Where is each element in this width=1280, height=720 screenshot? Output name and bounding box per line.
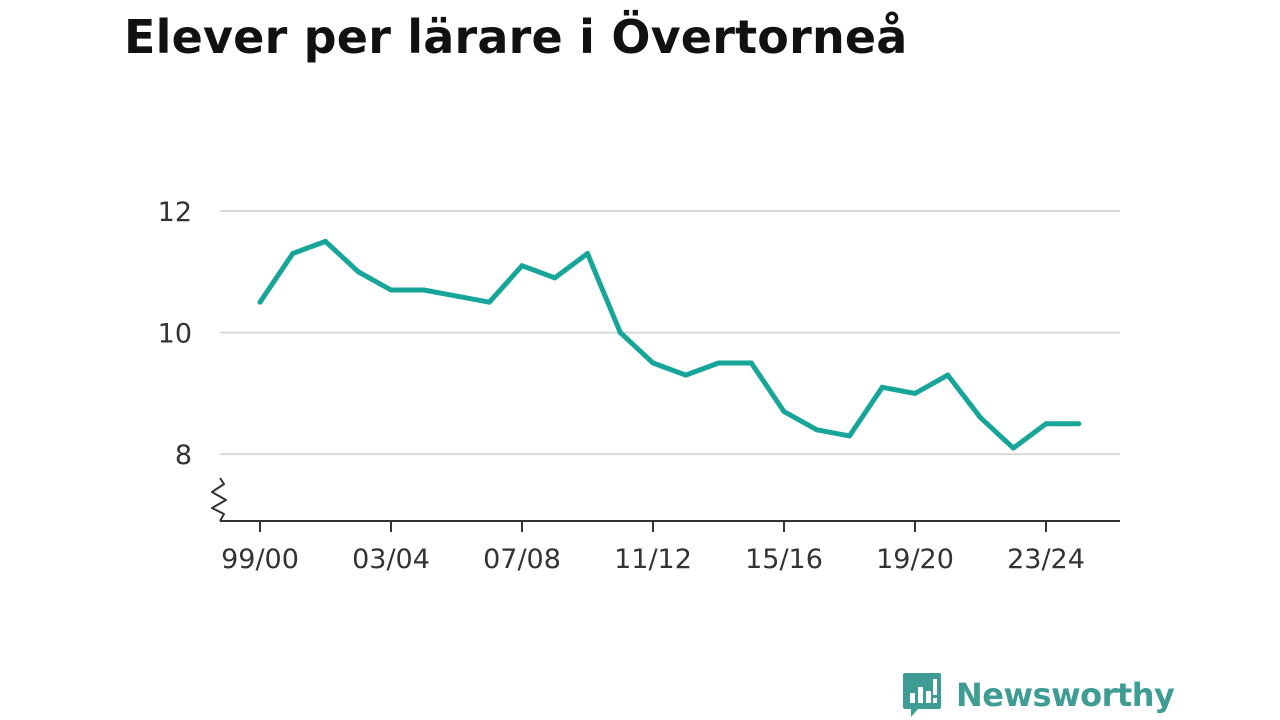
data-point (1010, 445, 1016, 451)
data-point (945, 372, 951, 378)
y-tick-label: 8 (175, 440, 192, 471)
x-tick-label: 03/04 (352, 544, 430, 575)
chart-title: Elever per lärare i Övertorneå (124, 10, 908, 64)
y-axis-labels: 8 10 12 (158, 197, 192, 471)
data-point (454, 293, 459, 299)
data-point (683, 372, 689, 378)
x-tick-label: 15/16 (745, 544, 823, 575)
data-point (814, 427, 820, 433)
data-point (748, 360, 754, 366)
brand-name: Newsworthy (956, 676, 1175, 714)
series-line-0 (257, 238, 1079, 451)
axis-break-icon (211, 477, 227, 522)
data-point (388, 287, 394, 293)
data-point (486, 299, 492, 305)
data-point (1076, 421, 1082, 427)
y-tick-label: 10 (158, 319, 192, 350)
x-tick-label: 23/24 (1007, 544, 1085, 575)
data-point (879, 384, 885, 390)
data-point (912, 390, 918, 396)
data-point (650, 360, 656, 366)
x-tick-label: 11/12 (614, 544, 692, 575)
x-tick-label: 07/08 (483, 544, 561, 575)
data-point (716, 360, 721, 366)
data-point (355, 269, 361, 275)
data-point (257, 299, 263, 305)
x-axis-labels: 99/00 03/04 07/08 11/12 15/16 19/20 23/24 (221, 544, 1085, 575)
data-point (847, 433, 852, 439)
data-point (978, 415, 983, 421)
data-point (552, 275, 558, 281)
x-tick-label: 99/00 (221, 544, 299, 575)
data-point (1043, 421, 1049, 427)
data-point (585, 251, 590, 257)
data-point (617, 330, 623, 336)
series-layer (257, 238, 1082, 451)
data-point (290, 251, 296, 257)
x-axis (211, 477, 1120, 532)
data-point (323, 238, 328, 244)
y-tick-label: 12 (158, 197, 192, 228)
bar-chart-speech-bubble-icon (903, 673, 941, 717)
grid-lines (220, 210, 1120, 456)
data-point (781, 409, 787, 415)
x-tick-label: 19/20 (876, 544, 954, 575)
data-point (421, 287, 427, 293)
data-point (519, 263, 525, 269)
newsworthy-logo: Newsworthy (902, 670, 1175, 720)
